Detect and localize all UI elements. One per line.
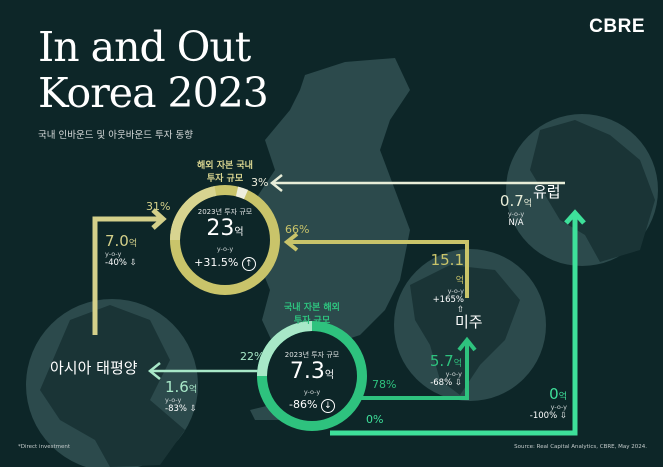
americas-inbound-stats: 15.1억 y-o-y +165% ⇧ <box>430 251 464 315</box>
americas-outbound-stats: 5.7억 y-o-y -68% ⇩ <box>429 352 462 388</box>
arrow-down-circle-icon: ⇩ <box>129 258 137 268</box>
inbound-summary: 2023년 투자 규모 23억 y-o-y +31.5% ↑ <box>175 207 275 271</box>
share-asia-out: 22% <box>240 350 265 363</box>
europe-landmass <box>530 120 655 262</box>
korea-to-asia-arrow <box>147 362 262 380</box>
page-title: In and Out Korea 2023 <box>38 23 269 117</box>
arrow-up-circle-icon: ↑ <box>241 257 256 271</box>
arrow-up-circle-icon: ⇧ <box>456 305 464 315</box>
share-asia-in: 31% <box>146 200 171 213</box>
americas-landmass <box>410 265 520 395</box>
inbound-caption: 해외 자본 국내 투자 규모 <box>197 161 253 184</box>
page-subtitle: 국내 인바운드 및 아웃바운드 투자 동향 <box>38 130 193 141</box>
asia-inbound-stats: 7.0억 y-o-y -40% ⇩ <box>105 232 138 268</box>
korea-to-americas-arrow <box>340 336 477 400</box>
outbound-amount: 7.3 <box>289 359 325 384</box>
outbound-change: -86% <box>289 398 318 411</box>
source-note: Source: Real Capital Analytics, CBRE, Ma… <box>514 444 647 450</box>
europe-to-korea-arrow <box>269 174 565 192</box>
asia-landmass <box>40 305 185 467</box>
inbound-amount: 23 <box>206 216 235 241</box>
arrow-down-circle-icon: ↓ <box>320 399 335 413</box>
outbound-summary: 2023년 투자 규모 7.3억 y-o-y -86% ↓ <box>284 351 340 413</box>
region-americas: 미주 <box>455 313 483 331</box>
region-europe: 유럽 <box>533 183 561 201</box>
share-americas-out: 78% <box>372 378 397 391</box>
asia-outbound-stats: 1.6억 y-o-y -83% ⇩ <box>165 378 198 414</box>
region-asia-pacific: 아시아 태평양 <box>50 359 138 377</box>
arrow-down-circle-icon: ⇩ <box>189 404 197 414</box>
share-europe-out: 0% <box>366 413 384 426</box>
outbound-caption: 국내 자본 해외 투자 규모 <box>284 303 340 326</box>
americas-to-korea-arrow <box>283 232 469 298</box>
footnote: *Direct investment <box>18 444 71 450</box>
europe-inbound-stats: 0.7억 y-o-y N/A <box>499 192 533 228</box>
asia-to-korea-arrow <box>92 208 167 335</box>
inbound-change: +31.5% <box>194 256 239 269</box>
europe-outbound-stats: 0억 y-o-y -100% ⇩ <box>529 385 567 421</box>
share-europe-in: 3% <box>251 176 269 189</box>
arrow-down-circle-icon: ⇩ <box>559 411 567 421</box>
outbound-donut <box>257 321 367 431</box>
cbre-logo: CBRE <box>589 16 645 37</box>
korea-map <box>255 58 410 352</box>
share-americas-in: 66% <box>285 223 310 236</box>
korea-to-europe-arrow <box>330 209 586 436</box>
arrow-down-circle-icon: ⇩ <box>454 378 462 388</box>
